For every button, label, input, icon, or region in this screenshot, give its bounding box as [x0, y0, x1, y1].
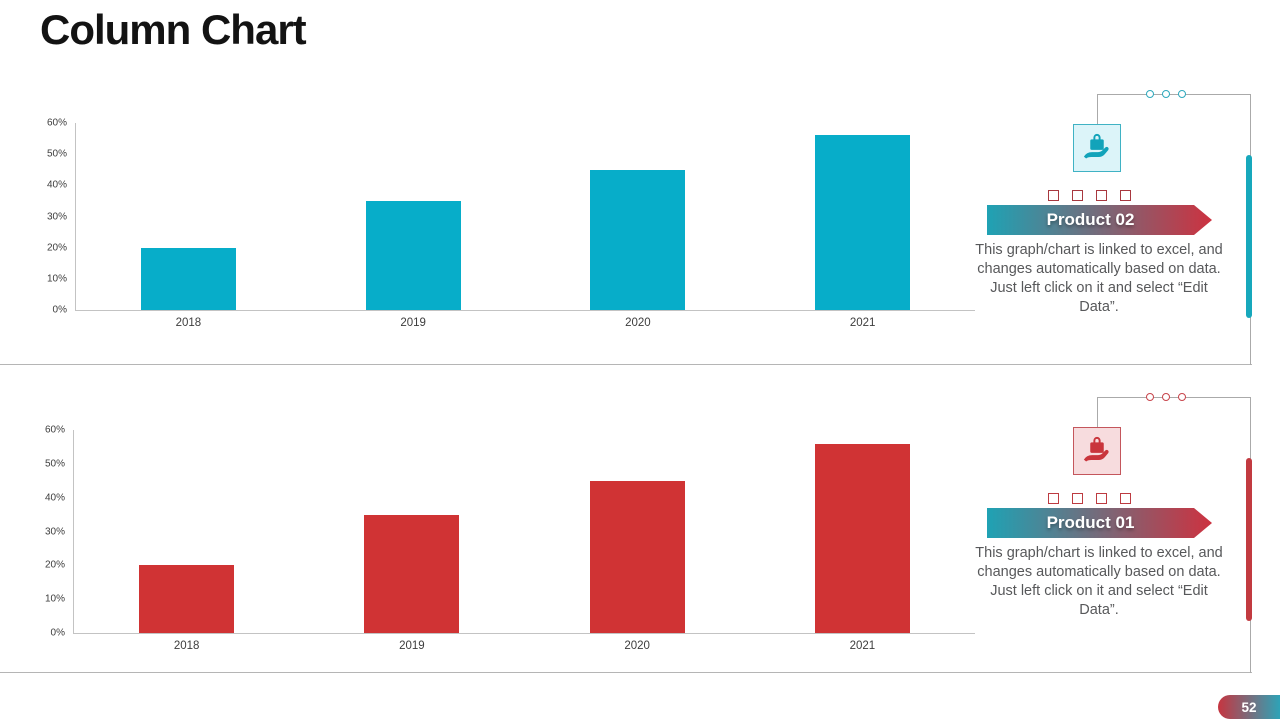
x-label-2020: 2020 [625, 317, 651, 329]
plot-area[interactable]: 2018 2019 2020 2021 [75, 123, 975, 329]
y-tick-60: 60% [44, 424, 65, 436]
bar-slot: 2019 [364, 430, 460, 652]
y-tick-40: 40% [46, 179, 67, 191]
y-tick-10: 10% [46, 273, 67, 285]
bar-2020[interactable] [589, 480, 685, 633]
y-tick-20: 20% [46, 242, 67, 254]
bar-slot: 2021 [814, 430, 910, 652]
bar-slot: 2019 [365, 123, 461, 329]
decor-squares [973, 190, 1205, 201]
bar-slot: 2021 [815, 123, 911, 329]
y-tick-0: 0% [52, 304, 67, 316]
product-01-callout: Product 01 This graph/chart is linked to… [960, 386, 1280, 676]
bar-slot: 2018 [140, 123, 236, 329]
y-tick-50: 50% [44, 458, 65, 470]
decor-square [1071, 190, 1083, 201]
bar-slot: 2020 [589, 430, 685, 652]
bar-2018[interactable] [139, 565, 235, 633]
x-label-2020: 2020 [624, 640, 650, 652]
product-02-callout: Product 02 This graph/chart is linked to… [960, 83, 1280, 373]
decor-squares [973, 493, 1205, 504]
decor-square [1095, 493, 1107, 504]
y-tick-30: 30% [44, 526, 65, 537]
column-chart-product-02[interactable]: 60% 50% 40% 30% 20% 10% 0% 2018 2019 2020 2021 [37, 118, 975, 329]
plot-area[interactable]: 2018 2019 2020 2021 [73, 430, 975, 652]
section-divider [0, 672, 1252, 673]
connector-dot [1162, 90, 1170, 98]
x-label-2021: 2021 [849, 640, 876, 652]
decor-square [1047, 493, 1059, 504]
panel-description: This graph/chart is linked to excel, and… [975, 545, 1223, 618]
connector-dot [1178, 90, 1186, 98]
y-tick-40: 40% [44, 492, 65, 504]
section-divider [0, 364, 1252, 365]
bar-slot: 2018 [139, 430, 235, 652]
x-label-2021: 2021 [849, 317, 876, 329]
accent-bar [1246, 155, 1252, 318]
bar-2021[interactable] [814, 443, 910, 633]
y-axis: 60% 50% 40% 30% 20% 10% 0% [37, 118, 67, 316]
decor-square [1119, 190, 1131, 201]
connector-dot [1162, 393, 1170, 401]
hand-holding-briefcase-icon [1073, 427, 1121, 475]
bar-2019[interactable] [365, 200, 461, 310]
connector-dot [1146, 90, 1154, 98]
panel-description: This graph/chart is linked to excel, and… [975, 242, 1223, 315]
decor-square [1071, 493, 1083, 504]
x-label-2019: 2019 [399, 640, 425, 652]
column-chart-product-01[interactable]: 60% 50% 40% 30% 20% 10% 0% 2018 2019 2020 2021 [35, 425, 975, 652]
bar-2020[interactable] [590, 169, 686, 310]
y-tick-20: 20% [44, 559, 65, 571]
hand-holding-briefcase-icon [1073, 124, 1121, 172]
connector-stub-line [1097, 94, 1098, 125]
product-banner[interactable]: Product 02 [987, 205, 1212, 235]
x-label-2019: 2019 [400, 317, 426, 329]
bar-slot: 2020 [590, 123, 686, 329]
accent-bar [1246, 458, 1252, 621]
page-title: Column Chart [40, 6, 307, 53]
connector-dot [1178, 393, 1186, 401]
bar-2019[interactable] [364, 514, 460, 633]
y-tick-0: 0% [50, 627, 65, 639]
product-banner[interactable]: Product 01 [987, 508, 1212, 538]
page-number-badge: 52 [1218, 695, 1280, 719]
y-tick-10: 10% [44, 593, 65, 605]
decor-square [1095, 190, 1107, 201]
y-tick-60: 60% [46, 117, 67, 129]
x-label-2018: 2018 [175, 317, 202, 329]
bar-2021[interactable] [815, 135, 911, 310]
y-tick-30: 30% [46, 211, 67, 222]
y-tick-50: 50% [46, 148, 67, 160]
decor-square [1047, 190, 1059, 201]
connector-stub-line [1097, 397, 1098, 428]
decor-square [1119, 493, 1131, 504]
bar-2018[interactable] [140, 247, 236, 310]
connector-dot [1146, 393, 1154, 401]
x-label-2018: 2018 [173, 640, 200, 652]
y-axis: 60% 50% 40% 30% 20% 10% 0% [35, 425, 65, 639]
